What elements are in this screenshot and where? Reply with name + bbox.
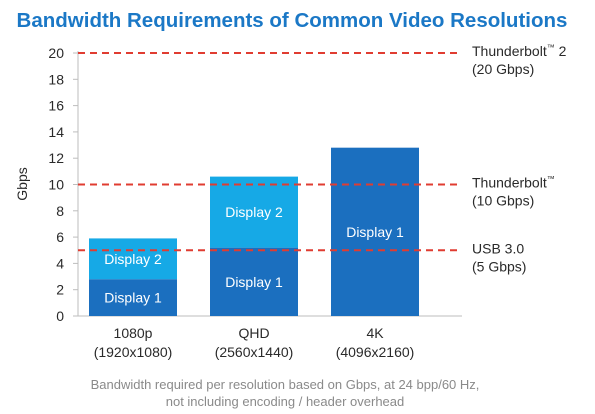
x-category-label: QHD: [238, 325, 269, 341]
y-tick-label: 2: [56, 282, 64, 298]
bar-segment-label: Display 1: [225, 274, 283, 290]
bar-segment-label: Display 2: [104, 251, 162, 267]
y-tick-label: 8: [56, 203, 64, 219]
chart-caption: Bandwidth required per resolution based …: [91, 377, 480, 409]
caption-line: not including encoding / header overhead: [166, 394, 405, 409]
bar-segment: [210, 176, 298, 248]
reference-line-label: Thunderbolt™: [472, 175, 555, 191]
bar-segment: [331, 147, 419, 316]
reference-line-label: Thunderbolt™ 2: [472, 43, 567, 59]
x-category-label: 1080p: [114, 325, 153, 341]
y-tick-label: 18: [48, 71, 64, 87]
bar-segment-label: Display 1: [346, 224, 404, 240]
y-tick-label: 0: [56, 308, 64, 324]
bar-segment-label: Display 1: [104, 290, 162, 306]
y-tick-label: 20: [48, 45, 64, 61]
reference-line-sublabel: (5 Gbps): [472, 258, 526, 274]
y-axis-label: Gbps: [14, 167, 30, 200]
y-tick-label: 4: [56, 255, 64, 271]
x-category-sublabel: (2560x1440): [215, 344, 294, 360]
caption-line: Bandwidth required per resolution based …: [91, 377, 480, 392]
reference-line-sublabel: (20 Gbps): [472, 61, 534, 77]
reference-line-label: USB 3.0: [472, 240, 524, 256]
x-category-sublabel: (1920x1080): [94, 344, 173, 360]
plot-area: 0 2 4 6 8 10 12 14 16 18 20 Display 1 Display 2 1080p…: [48, 43, 566, 360]
y-tick-label: 14: [48, 124, 64, 140]
y-tick-label: 6: [56, 229, 64, 245]
x-category-sublabel: (4096x2160): [336, 344, 415, 360]
y-tick-label: 16: [48, 98, 64, 114]
bar-segment: [89, 279, 177, 316]
bar-segment: [89, 238, 177, 280]
x-category-label: 4K: [366, 325, 384, 341]
bar-segment-label: Display 2: [225, 204, 283, 220]
reference-line-sublabel: (10 Gbps): [472, 193, 534, 209]
chart-title: Bandwidth Requirements of Common Video R…: [17, 9, 568, 32]
y-tick-label: 12: [48, 150, 64, 166]
bar-segment: [210, 247, 298, 316]
y-tick-label: 10: [48, 177, 64, 193]
